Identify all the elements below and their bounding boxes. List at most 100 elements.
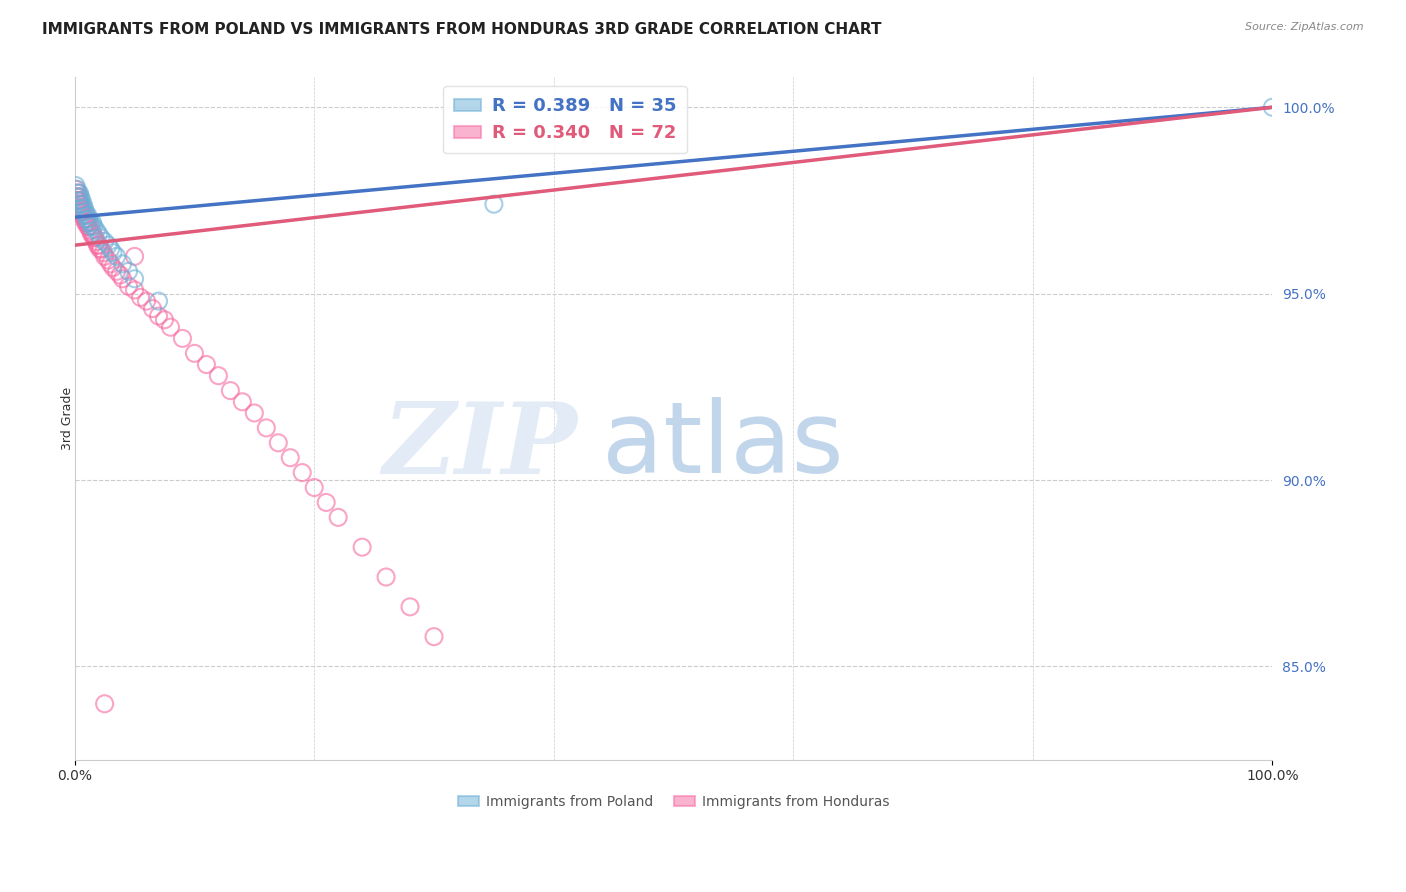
Point <box>101 260 124 275</box>
Point <box>124 249 146 263</box>
Point <box>72 197 94 211</box>
Point <box>76 212 98 227</box>
Point <box>70 201 93 215</box>
Point <box>100 257 122 271</box>
Point <box>72 208 94 222</box>
Point <box>69 204 91 219</box>
Point <box>70 204 93 219</box>
Point <box>93 697 115 711</box>
Point <box>82 216 104 230</box>
Point <box>141 301 163 316</box>
Point <box>83 231 105 245</box>
Point <box>375 570 398 584</box>
Point <box>399 599 422 614</box>
Point <box>243 406 266 420</box>
Text: Source: ZipAtlas.com: Source: ZipAtlas.com <box>1246 22 1364 32</box>
Point <box>1261 100 1284 114</box>
Point <box>93 245 115 260</box>
Y-axis label: 3rd Grade: 3rd Grade <box>62 387 75 450</box>
Point <box>105 249 128 263</box>
Point <box>117 264 139 278</box>
Point <box>76 219 98 234</box>
Point <box>75 212 97 227</box>
Point <box>69 201 91 215</box>
Point <box>69 186 91 200</box>
Point <box>267 435 290 450</box>
Point <box>89 242 111 256</box>
Point <box>302 481 325 495</box>
Point <box>90 231 112 245</box>
Point <box>97 253 120 268</box>
Point <box>101 245 124 260</box>
Point <box>80 227 103 241</box>
Point <box>77 219 100 234</box>
Point <box>423 630 446 644</box>
Point <box>73 212 96 227</box>
Point <box>76 216 98 230</box>
Point <box>69 190 91 204</box>
Point <box>278 450 301 465</box>
Point <box>65 182 87 196</box>
Point <box>111 272 134 286</box>
Point <box>69 194 91 208</box>
Point <box>79 223 101 237</box>
Point <box>315 495 337 509</box>
Point <box>77 212 100 227</box>
Point <box>75 204 97 219</box>
Point <box>67 190 90 204</box>
Point <box>67 186 90 200</box>
Point <box>97 238 120 252</box>
Point <box>67 197 90 211</box>
Text: ZIP: ZIP <box>382 398 578 494</box>
Point <box>66 182 89 196</box>
Point <box>69 201 91 215</box>
Point <box>482 197 505 211</box>
Point <box>69 197 91 211</box>
Point <box>183 346 205 360</box>
Point <box>86 238 108 252</box>
Point <box>124 272 146 286</box>
Point <box>67 190 90 204</box>
Point <box>66 186 89 200</box>
Point <box>254 421 277 435</box>
Point <box>195 358 218 372</box>
Point <box>70 194 93 208</box>
Legend: Immigrants from Poland, Immigrants from Honduras: Immigrants from Poland, Immigrants from … <box>453 789 894 814</box>
Point <box>69 197 91 211</box>
Point <box>352 540 374 554</box>
Point <box>84 223 107 237</box>
Point <box>207 368 229 383</box>
Point <box>84 235 107 249</box>
Point <box>75 216 97 230</box>
Point <box>124 283 146 297</box>
Point <box>117 279 139 293</box>
Point <box>79 216 101 230</box>
Point <box>219 384 242 398</box>
Point <box>148 294 170 309</box>
Point <box>328 510 350 524</box>
Point <box>66 194 89 208</box>
Point <box>84 231 107 245</box>
Point <box>111 257 134 271</box>
Point <box>108 268 131 282</box>
Point <box>70 201 93 215</box>
Point <box>148 309 170 323</box>
Point <box>105 264 128 278</box>
Point <box>93 235 115 249</box>
Text: IMMIGRANTS FROM POLAND VS IMMIGRANTS FROM HONDURAS 3RD GRADE CORRELATION CHART: IMMIGRANTS FROM POLAND VS IMMIGRANTS FRO… <box>42 22 882 37</box>
Point <box>100 242 122 256</box>
Point <box>172 331 194 345</box>
Point <box>76 216 98 230</box>
Point <box>129 290 152 304</box>
Point <box>69 197 91 211</box>
Point <box>87 227 110 241</box>
Point <box>93 249 115 263</box>
Point <box>87 238 110 252</box>
Point <box>80 219 103 234</box>
Point <box>72 204 94 219</box>
Point <box>291 466 314 480</box>
Point <box>73 201 96 215</box>
Point <box>153 312 176 326</box>
Point <box>76 208 98 222</box>
Point <box>90 242 112 256</box>
